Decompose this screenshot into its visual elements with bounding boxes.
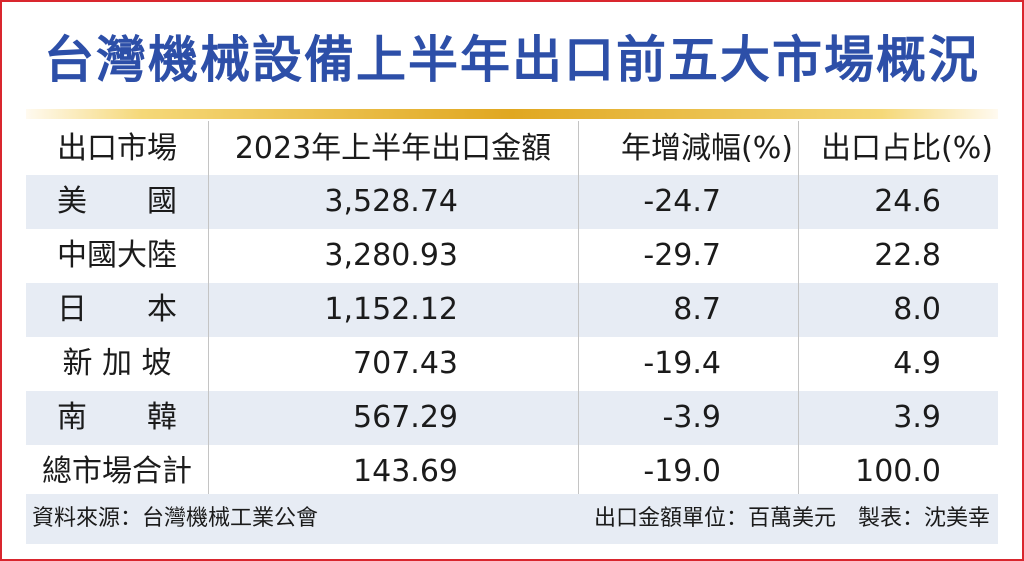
- share-cell: 100.0: [855, 454, 941, 489]
- growth-cell: -3.9: [662, 400, 721, 435]
- header-market: 出口市場: [57, 131, 177, 166]
- growth-cell: -24.7: [643, 184, 721, 219]
- column-divider: [208, 121, 209, 494]
- source-note: 資料來源：台灣機械工業公會: [32, 506, 319, 531]
- market-cell: 南 韓: [57, 400, 177, 435]
- table-header-row: 出口市場 2023年上半年出口金額 年增減幅(%) 出口占比(%): [26, 121, 998, 175]
- export-market-table: 出口市場 2023年上半年出口金額 年增減幅(%) 出口占比(%) 美 國 3,…: [26, 121, 998, 499]
- share-cell: 4.9: [893, 346, 941, 381]
- growth-cell: 8.7: [673, 292, 721, 327]
- market-cell: 美 國: [57, 184, 177, 219]
- market-cell: 新 加 坡: [62, 346, 172, 381]
- column-divider: [578, 121, 579, 494]
- share-cell: 22.8: [874, 238, 941, 273]
- amount-cell: 3,528.74: [324, 184, 458, 219]
- share-cell: 3.9: [893, 400, 941, 435]
- table-row-total: 總市場合計 143.69 -19.0 100.0: [26, 445, 998, 499]
- table-footer: 資料來源：台灣機械工業公會 出口金額單位：百萬美元 製表：沈美幸: [26, 494, 998, 544]
- maker-note: 製表：沈美幸: [857, 506, 990, 531]
- share-cell: 8.0: [893, 292, 941, 327]
- market-cell: 日 本: [57, 292, 177, 327]
- table-row: 日 本 1,152.12 8.7 8.0: [26, 283, 998, 337]
- amount-cell: 567.29: [353, 400, 458, 435]
- footer-right: 出口金額單位：百萬美元 製表：沈美幸: [594, 494, 990, 544]
- table-row: 中國大陸 3,280.93 -29.7 22.8: [26, 229, 998, 283]
- header-share: 出口占比(%): [821, 131, 993, 166]
- unit-note: 出口金額單位：百萬美元: [593, 506, 836, 531]
- growth-cell: -19.0: [643, 454, 721, 489]
- page-title: 台灣機械設備上半年出口前五大市場概況: [44, 31, 980, 89]
- table-row: 南 韓 567.29 -3.9 3.9: [26, 391, 998, 445]
- column-divider: [798, 121, 799, 494]
- amount-cell: 707.43: [353, 346, 458, 381]
- growth-cell: -19.4: [643, 346, 721, 381]
- title-underline: [26, 109, 998, 119]
- market-cell: 總市場合計: [42, 454, 192, 489]
- header-amount: 2023年上半年出口金額: [234, 131, 552, 166]
- market-cell: 中國大陸: [57, 238, 177, 273]
- header-growth: 年增減幅(%): [621, 131, 793, 166]
- table-row: 新 加 坡 707.43 -19.4 4.9: [26, 337, 998, 391]
- growth-cell: -29.7: [643, 238, 721, 273]
- amount-cell: 143.69: [353, 454, 458, 489]
- share-cell: 24.6: [874, 184, 941, 219]
- amount-cell: 1,152.12: [324, 292, 458, 327]
- amount-cell: 3,280.93: [324, 238, 458, 273]
- table-row: 美 國 3,528.74 -24.7 24.6: [26, 175, 998, 229]
